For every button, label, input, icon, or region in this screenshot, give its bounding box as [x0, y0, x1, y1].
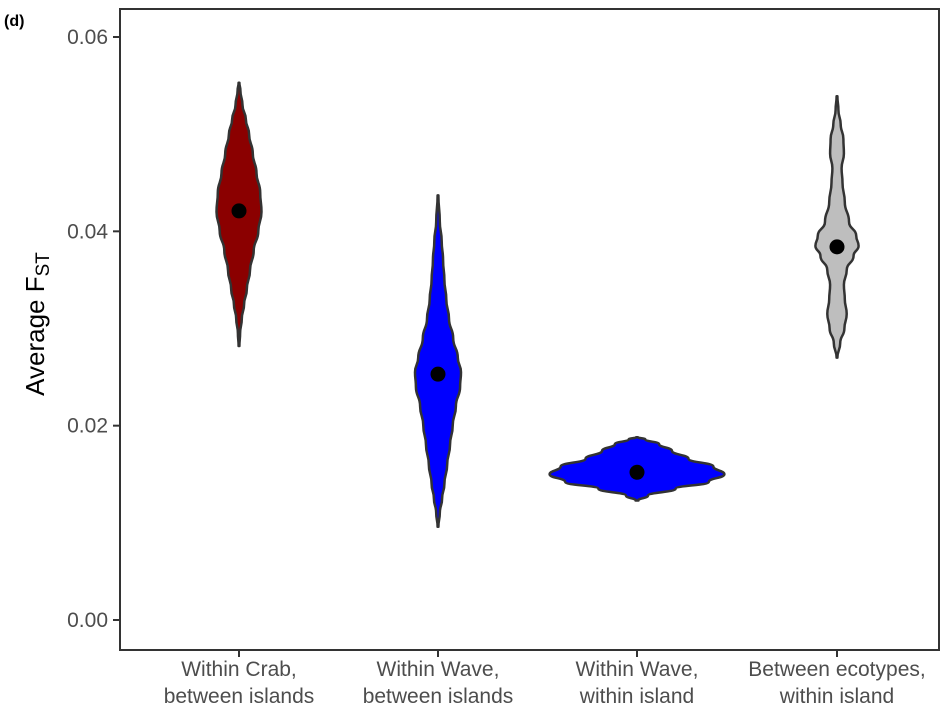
- y-axis-title: Average FST: [20, 252, 54, 396]
- panel-border: [119, 8, 940, 651]
- x-tick-label-line1: Within Wave,: [377, 658, 500, 681]
- y-axis: 0.00 0.02 0.04 0.06: [67, 26, 120, 632]
- x-tick-label-line1: Between ecotypes,: [748, 658, 925, 681]
- mean-point: [829, 239, 845, 255]
- x-tick-label-line1: Within Crab,: [181, 658, 297, 681]
- x-axis: Within Crab, between islands Within Wave, b…: [164, 650, 926, 708]
- y-tick-label: 0.06: [67, 26, 108, 49]
- x-tick-label-line2: within island: [579, 685, 694, 708]
- violin-shape: [413, 194, 463, 528]
- x-tick-label-line2: within island: [779, 685, 894, 708]
- y-axis-title-subscript: ST: [33, 252, 54, 277]
- mean-point: [629, 464, 645, 480]
- x-tick-label-line1: Within Wave,: [576, 658, 699, 681]
- y-tick-label: 0.00: [67, 609, 108, 632]
- mean-point: [231, 203, 247, 219]
- svg-text:Average FST: Average FST: [20, 252, 54, 396]
- y-axis-title-main: Average F: [20, 276, 50, 395]
- y-tick-label: 0.02: [67, 415, 108, 438]
- y-tick-label: 0.04: [67, 220, 108, 243]
- mean-point: [430, 366, 446, 382]
- x-tick-label-line2: between islands: [363, 685, 514, 708]
- violins: [215, 81, 860, 528]
- panel-label: (d): [4, 13, 24, 30]
- x-tick-label-line2: between islands: [164, 685, 315, 708]
- violin-shape: [814, 95, 860, 359]
